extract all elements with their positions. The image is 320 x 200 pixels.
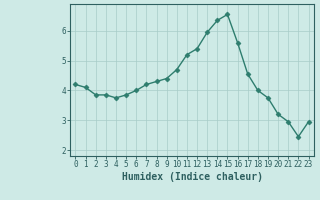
X-axis label: Humidex (Indice chaleur): Humidex (Indice chaleur): [122, 172, 262, 182]
